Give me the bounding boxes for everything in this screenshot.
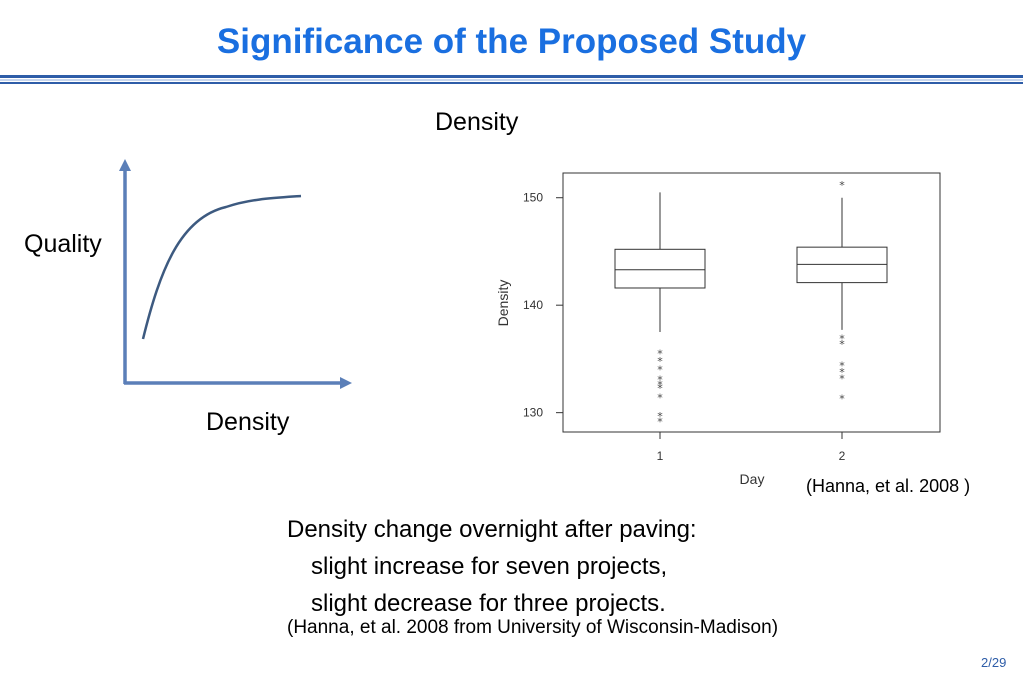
title-rule-top [0, 75, 1023, 78]
x-tick-label: 2 [839, 449, 846, 463]
summary-line-1: Density change overnight after paving: [287, 516, 697, 543]
outlier-point: * [839, 179, 845, 192]
outlier-point: * [839, 333, 845, 346]
source-citation: (Hanna, et al. 2008 from University of W… [287, 617, 779, 638]
box-iqr [614, 248, 706, 289]
outlier-point: * [657, 373, 663, 386]
y-tick-label: 150 [523, 191, 543, 205]
sketch-y-label: Quality [24, 230, 102, 258]
outlier-point: * [657, 392, 663, 405]
outlier-point: * [657, 355, 663, 368]
outlier-point: * [839, 338, 845, 351]
y-tick-label: 140 [523, 298, 543, 312]
summary-line-3: slight decrease for three projects. [311, 590, 666, 617]
outlier-point: * [657, 348, 663, 361]
outlier-point: * [657, 410, 663, 423]
slide-title: Significance of the Proposed Study [216, 22, 807, 61]
title-rule-bottom [0, 82, 1023, 84]
outlier-point: * [839, 372, 845, 385]
outlier-point: * [839, 393, 845, 406]
plot-frame [562, 172, 941, 433]
x-tick-label: 1 [657, 449, 664, 463]
chart-heading: Density [435, 108, 519, 136]
outlier-point: * [657, 379, 663, 392]
sketch-saturation-curve [141, 194, 302, 340]
outlier-point: * [839, 366, 845, 379]
summary-line-2: slight increase for seven projects, [311, 553, 668, 580]
outlier-point: * [839, 359, 845, 372]
page-number: 2/29 [981, 655, 1007, 670]
sketch-x-label: Density [206, 408, 290, 436]
outlier-point: * [657, 415, 663, 428]
box-iqr [796, 246, 888, 284]
y-tick-label: 130 [523, 406, 543, 420]
outlier-point: * [657, 382, 663, 395]
x-axis-label: Day [740, 471, 765, 487]
title-rule-middle [0, 79, 1023, 81]
summary-text: Density change overnight after paving: s… [287, 511, 697, 622]
y-axis-label: Density [495, 280, 511, 327]
outlier-point: * [657, 364, 663, 377]
chart-citation: (Hanna, et al. 2008 ) [806, 476, 971, 496]
